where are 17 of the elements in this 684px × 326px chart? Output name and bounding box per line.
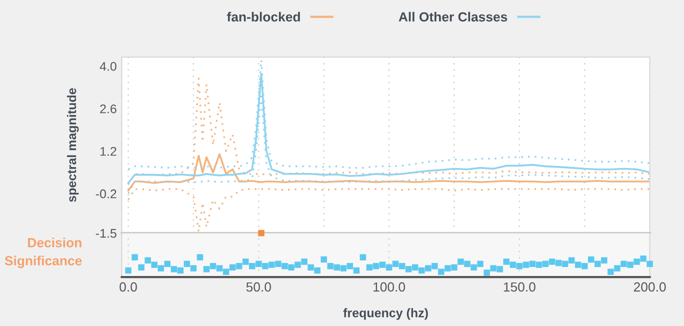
y-tick-label: 2.6 [100, 104, 116, 114]
y-axis-title: spectral magnitude [66, 88, 79, 202]
x-tick-label: 150.0 [504, 282, 536, 292]
legend-label: All Other Classes [398, 12, 508, 22]
x-tick-label: 50.0 [246, 282, 271, 292]
x-tick-label: 0.0 [120, 282, 137, 292]
line-series [127, 188, 650, 232]
y-axis-title: Decision Significance [4, 238, 82, 268]
y-tick-label: -0.2 [96, 189, 116, 198]
x-tick-label: 100.0 [374, 282, 406, 292]
line-series [127, 153, 650, 192]
y-tick-label: 1.2 [100, 146, 116, 156]
legend-label: fan-blocked [226, 12, 300, 22]
x-axis-title: frequency (hz) [343, 308, 428, 320]
x-tick-label: 200.0 [634, 282, 666, 292]
y-tick-label: 4.0 [100, 62, 116, 71]
y-tick-label: -1.5 [96, 229, 116, 238]
